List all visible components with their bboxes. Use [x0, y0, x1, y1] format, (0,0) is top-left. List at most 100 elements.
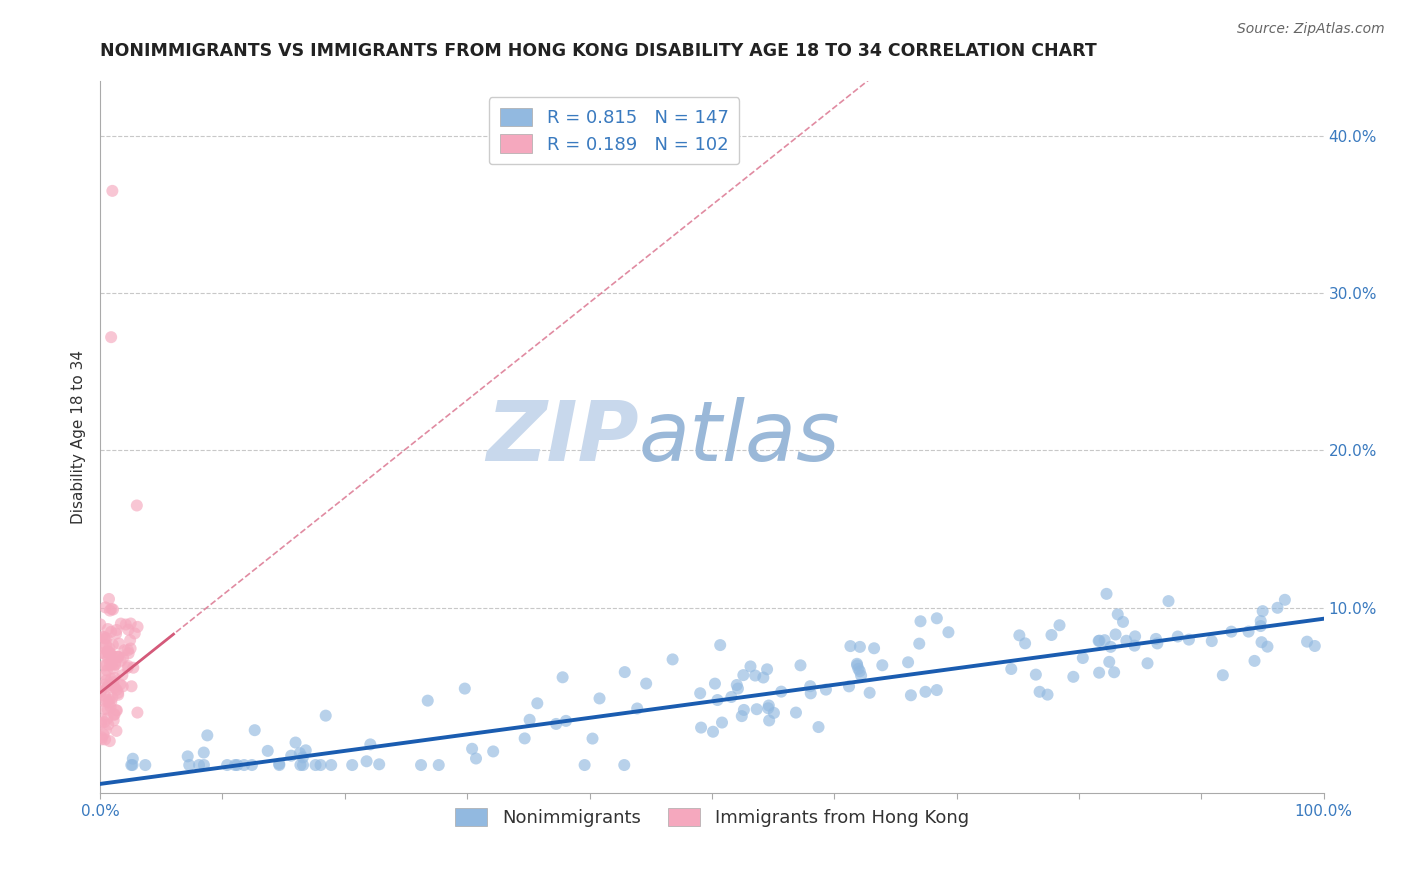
Point [1123, 639, 1146, 653]
Point [90, 713, 112, 727]
Point [97, 679, 120, 693]
Point [97, 644, 120, 658]
Point [101, 602, 124, 616]
Point [613, 665, 636, 679]
Point [290, 758, 312, 772]
Point [733, 703, 755, 717]
Point [96, 681, 118, 695]
Point [356, 754, 378, 768]
Point [98, 591, 121, 606]
Point [104, 681, 127, 695]
Point [292, 758, 315, 772]
Point [98, 734, 121, 748]
Point [789, 658, 811, 673]
Point [711, 715, 734, 730]
Point [863, 641, 886, 656]
Point [1104, 627, 1126, 641]
Point [94, 702, 117, 716]
Point [1088, 665, 1111, 680]
Point [1212, 668, 1234, 682]
Point [731, 709, 754, 723]
Point [1267, 600, 1289, 615]
Point [97, 622, 120, 636]
Point [94, 632, 117, 646]
Point [107, 686, 129, 700]
Point [551, 670, 574, 684]
Point [321, 758, 343, 772]
Point [98, 646, 121, 660]
Point [588, 691, 610, 706]
Point [1250, 614, 1272, 628]
Point [636, 676, 658, 690]
Point [97, 717, 120, 731]
Point [555, 714, 578, 728]
Point [846, 658, 869, 673]
Point [1220, 624, 1243, 639]
Point [1071, 651, 1094, 665]
Point [908, 637, 931, 651]
Point [1296, 634, 1319, 648]
Point [1000, 662, 1022, 676]
Point [740, 659, 762, 673]
Point [513, 731, 536, 746]
Point [1025, 667, 1047, 681]
Point [703, 676, 725, 690]
Point [359, 738, 381, 752]
Point [733, 668, 755, 682]
Point [269, 756, 291, 771]
Point [111, 668, 134, 682]
Point [1107, 607, 1129, 622]
Point [94, 677, 117, 691]
Point [117, 661, 139, 675]
Point [96, 711, 118, 725]
Point [90, 684, 112, 698]
Point [690, 721, 713, 735]
Point [103, 675, 125, 690]
Point [758, 714, 780, 728]
Point [1094, 633, 1116, 648]
Point [762, 706, 785, 720]
Point [280, 748, 302, 763]
Point [121, 752, 143, 766]
Point [94, 723, 117, 737]
Point [709, 638, 731, 652]
Point [226, 758, 249, 772]
Point [114, 643, 136, 657]
Point [120, 616, 142, 631]
Point [96, 692, 118, 706]
Point [1167, 630, 1189, 644]
Point [90, 646, 112, 660]
Point [103, 707, 125, 722]
Point [800, 686, 823, 700]
Y-axis label: Disability Age 18 to 34: Disability Age 18 to 34 [72, 350, 86, 524]
Point [1136, 657, 1159, 671]
Point [846, 657, 869, 671]
Point [90, 732, 112, 747]
Point [105, 626, 128, 640]
Point [96, 657, 118, 672]
Point [1274, 592, 1296, 607]
Point [526, 696, 548, 710]
Point [1040, 628, 1063, 642]
Point [1088, 633, 1111, 648]
Point [105, 649, 128, 664]
Point [97, 647, 120, 661]
Point [304, 758, 326, 772]
Legend: Nonimmigrants, Immigrants from Hong Kong: Nonimmigrants, Immigrants from Hong Kong [447, 800, 976, 834]
Point [1095, 587, 1118, 601]
Point [1251, 604, 1274, 618]
Point [122, 661, 145, 675]
Point [93, 630, 115, 644]
Point [90, 731, 112, 745]
Point [900, 688, 922, 702]
Point [1102, 665, 1125, 680]
Point [96, 673, 118, 688]
Point [581, 731, 603, 746]
Point [120, 641, 142, 656]
Point [98, 641, 121, 656]
Point [799, 679, 821, 693]
Point [626, 701, 648, 715]
Point [1087, 634, 1109, 648]
Point [849, 668, 872, 682]
Point [309, 758, 332, 772]
